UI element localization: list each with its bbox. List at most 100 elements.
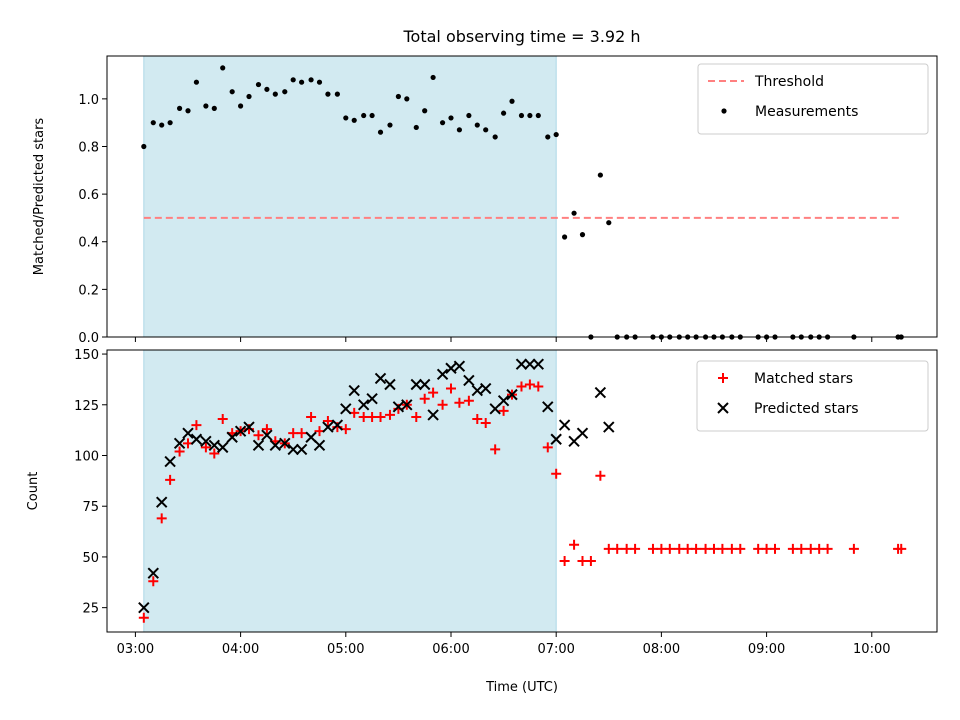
measurement-point	[246, 93, 252, 100]
count-panel-frame	[106, 349, 938, 633]
measurement-point	[141, 143, 147, 150]
measurement-point	[509, 98, 515, 104]
y-tick-label: 150	[74, 348, 99, 363]
matched-star-point	[288, 428, 299, 439]
predicted-star-point	[313, 439, 326, 452]
measurement-point	[404, 96, 410, 102]
y-tick-label: 0.6	[78, 188, 99, 203]
count-y-ticks: 25 50 75 100 125 150	[74, 348, 107, 617]
legend-label: Matched stars	[754, 371, 853, 387]
matched-star-point	[822, 543, 833, 554]
measurement-point	[299, 79, 305, 85]
measurement-point	[492, 134, 498, 140]
chart-title: Total observing time = 3.92 h	[402, 27, 640, 46]
matched-star-point	[656, 543, 667, 554]
x-tick-label: 04:00	[222, 642, 259, 657]
predicted-star-point	[436, 368, 449, 381]
matched-star-point	[585, 555, 596, 566]
predicted-star-point	[524, 358, 536, 370]
measurement-point	[316, 79, 323, 85]
predicted-star-point	[322, 421, 334, 433]
matched-star-point	[191, 420, 202, 431]
measurement-point	[466, 112, 472, 119]
y-tick-label: 0.0	[78, 331, 99, 346]
predicted-star-point	[594, 386, 607, 399]
measurement-point	[325, 91, 331, 97]
matched-star-point	[647, 543, 658, 554]
x-tick-label: 06:00	[432, 642, 469, 657]
predicted-star-point	[173, 437, 186, 450]
measurement-point	[351, 117, 357, 123]
measurement-point	[395, 93, 401, 100]
predicted-star-point	[418, 378, 431, 391]
ratio-y-ticks: 0.0 0.2 0.4 0.6 0.8 1.0	[78, 93, 107, 346]
measurement-point	[439, 120, 446, 126]
y-tick-label: 100	[74, 449, 99, 464]
series-matched-stars	[138, 379, 907, 623]
legend-key	[721, 108, 727, 114]
count-legend: Matched stars Predicted stars	[696, 360, 929, 432]
measurement-point	[474, 122, 480, 128]
matched-star-point	[209, 448, 220, 459]
x-tick-label: 09:00	[748, 642, 785, 657]
y-tick-label: 0.8	[78, 140, 99, 155]
predicted-star-point	[410, 378, 422, 391]
matched-star-point	[296, 428, 307, 439]
ratio-legend: Threshold Measurements	[697, 63, 929, 135]
matched-star-point	[595, 470, 606, 481]
observing-span	[143, 55, 557, 338]
matched-star-point	[664, 543, 675, 554]
predicted-star-point	[287, 443, 299, 456]
predicted-star-point	[558, 419, 571, 431]
legend-key	[717, 402, 729, 414]
matched-star-point	[603, 543, 614, 554]
measurement-point	[343, 115, 349, 121]
measurement-point	[237, 103, 244, 109]
predicted-star-point	[471, 384, 483, 397]
matched-star-point	[156, 513, 167, 524]
matched-star-point	[700, 543, 711, 554]
ratio-panel-frame	[106, 55, 938, 338]
matched-star-point	[612, 543, 623, 554]
predicted-star-point	[463, 374, 475, 387]
y-tick-label: 25	[82, 602, 99, 617]
matched-star-point	[726, 543, 737, 554]
legend-box	[696, 360, 929, 432]
measurement-point	[562, 234, 568, 240]
legend-label: Predicted stars	[754, 401, 859, 417]
matched-star-point	[577, 555, 588, 566]
legend-label: Threshold	[754, 74, 824, 90]
matched-star-point	[621, 543, 632, 554]
matched-star-point	[569, 539, 580, 550]
predicted-star-point	[576, 427, 589, 439]
predicted-star-point	[401, 399, 413, 411]
time-x-label: Time (UTC)	[485, 680, 558, 695]
matched-star-point	[682, 543, 693, 554]
count-panel: 25 50 75 100 125 150 03:00 04:00 05:00 06:00 07:0…	[26, 348, 938, 695]
matched-star-point	[253, 430, 264, 441]
matched-star-point	[533, 381, 544, 392]
matched-star-point	[472, 413, 483, 424]
measurement-point	[377, 129, 384, 135]
observing-span	[143, 349, 557, 633]
predicted-star-point	[340, 403, 352, 415]
predicted-star-point	[200, 435, 212, 448]
matched-star-point	[367, 411, 378, 422]
predicted-star-point	[479, 382, 492, 395]
matched-star-point	[261, 424, 272, 435]
ratio-x-ticks	[134, 337, 873, 342]
measurement-point	[229, 89, 235, 95]
predicted-star-point	[550, 433, 562, 445]
matched-star-point	[735, 543, 746, 554]
matched-star-point	[165, 474, 176, 485]
y-tick-label: 75	[82, 500, 99, 515]
matched-star-point	[559, 555, 570, 566]
measurement-point	[430, 74, 436, 81]
measurement-point	[597, 172, 603, 178]
matched-star-point	[896, 543, 907, 554]
count-points	[138, 358, 907, 623]
matched-star-point	[805, 543, 816, 554]
legend-label: Measurements	[755, 104, 858, 120]
predicted-star-point	[506, 388, 518, 401]
measurement-point	[422, 108, 428, 114]
